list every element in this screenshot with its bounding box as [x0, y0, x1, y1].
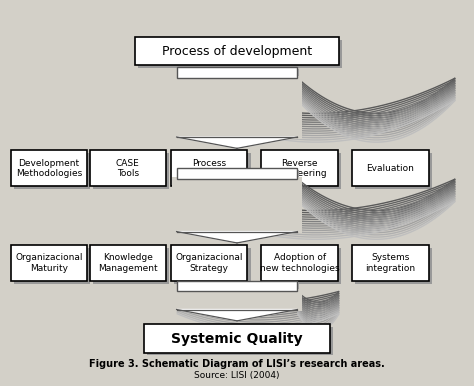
FancyBboxPatch shape: [174, 248, 251, 284]
Text: Figure 3. Schematic Diagram of LISI’s research areas.: Figure 3. Schematic Diagram of LISI’s re…: [89, 359, 385, 369]
Text: Process of development: Process of development: [162, 45, 312, 58]
FancyBboxPatch shape: [172, 177, 302, 234]
FancyBboxPatch shape: [261, 245, 338, 281]
FancyBboxPatch shape: [172, 76, 302, 139]
Text: Development
Methodologies: Development Methodologies: [16, 159, 82, 178]
Polygon shape: [177, 310, 297, 321]
FancyBboxPatch shape: [138, 40, 342, 68]
Text: CASE
Tools: CASE Tools: [116, 159, 140, 178]
FancyBboxPatch shape: [90, 151, 166, 186]
FancyBboxPatch shape: [261, 151, 338, 186]
FancyBboxPatch shape: [177, 281, 297, 291]
Text: Knowledge
Management: Knowledge Management: [98, 253, 158, 273]
Text: Systems
integration: Systems integration: [365, 253, 415, 273]
Text: Organizacional
Strategy: Organizacional Strategy: [175, 253, 243, 273]
FancyBboxPatch shape: [171, 245, 247, 281]
Text: Process
Reengineering: Process Reengineering: [176, 159, 242, 178]
FancyBboxPatch shape: [179, 170, 299, 181]
FancyBboxPatch shape: [177, 168, 297, 179]
Text: Source: LISI (2004): Source: LISI (2004): [194, 371, 280, 380]
Polygon shape: [177, 232, 297, 243]
FancyBboxPatch shape: [179, 282, 299, 293]
Text: Adoption of
new technologies: Adoption of new technologies: [260, 253, 339, 273]
FancyBboxPatch shape: [352, 151, 428, 186]
FancyBboxPatch shape: [144, 325, 330, 353]
FancyBboxPatch shape: [179, 69, 299, 80]
FancyBboxPatch shape: [90, 245, 166, 281]
FancyBboxPatch shape: [172, 290, 302, 312]
FancyBboxPatch shape: [177, 68, 297, 78]
Text: Reverse
Engineering: Reverse Engineering: [273, 159, 327, 178]
FancyBboxPatch shape: [171, 151, 247, 186]
FancyBboxPatch shape: [14, 153, 91, 189]
FancyBboxPatch shape: [264, 248, 341, 284]
Text: Organizacional
Maturity: Organizacional Maturity: [15, 253, 82, 273]
FancyBboxPatch shape: [174, 153, 251, 189]
FancyBboxPatch shape: [10, 245, 87, 281]
Text: Evaluation: Evaluation: [366, 164, 414, 173]
FancyBboxPatch shape: [14, 248, 91, 284]
FancyBboxPatch shape: [10, 151, 87, 186]
Polygon shape: [177, 137, 297, 148]
FancyBboxPatch shape: [264, 153, 341, 189]
FancyBboxPatch shape: [355, 248, 432, 284]
Text: Systemic Quality: Systemic Quality: [171, 332, 303, 345]
FancyBboxPatch shape: [352, 245, 428, 281]
FancyBboxPatch shape: [135, 37, 339, 65]
FancyBboxPatch shape: [93, 248, 169, 284]
FancyBboxPatch shape: [355, 153, 432, 189]
FancyBboxPatch shape: [147, 327, 333, 356]
FancyBboxPatch shape: [93, 153, 169, 189]
